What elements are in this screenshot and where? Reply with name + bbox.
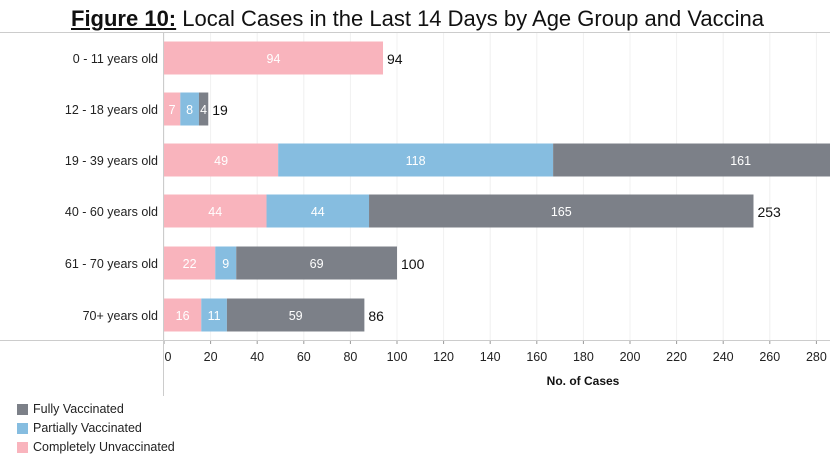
legend-item-partially: Partially Vaccinated [17, 421, 142, 435]
legend-label: Fully Vaccinated [33, 402, 124, 416]
x-axis-label: No. of Cases [547, 374, 620, 388]
bar-segment [164, 92, 181, 126]
x-tick-label: 80 [343, 350, 357, 364]
total-label: 19 [212, 102, 228, 118]
bar-segment [164, 298, 202, 332]
x-tick-label: 280 [806, 350, 827, 364]
x-tick-label: 0 [165, 350, 172, 364]
data-label: 44 [208, 205, 222, 219]
data-label: 161 [730, 154, 751, 168]
total-label: 86 [368, 308, 384, 324]
x-tick-label: 260 [759, 350, 780, 364]
bar-segment [369, 194, 754, 228]
x-tick-label: 180 [573, 350, 594, 364]
y-tick-label: 40 - 60 years old [65, 205, 158, 219]
data-label: 69 [310, 257, 324, 271]
legend-swatch [17, 403, 28, 415]
x-tick-label: 60 [297, 350, 311, 364]
data-label: 16 [176, 309, 190, 323]
data-label: 59 [289, 309, 303, 323]
x-tick-label: 200 [620, 350, 641, 364]
data-label: 7 [169, 103, 176, 117]
figure-number: Figure 10: [71, 6, 177, 31]
bar-segment [164, 194, 267, 228]
x-tick-label: 160 [526, 350, 547, 364]
bar-segment [236, 246, 397, 280]
bar-segment [226, 298, 365, 332]
y-tick-label: 19 - 39 years old [65, 154, 158, 168]
chart-title: Figure 10: Local Cases in the Last 14 Da… [71, 6, 764, 32]
x-tick-label: 120 [433, 350, 454, 364]
x-tick-label: 40 [250, 350, 264, 364]
data-label: 118 [406, 154, 426, 168]
bar-segment [215, 246, 237, 280]
legend-swatch [17, 441, 28, 453]
y-tick-label: 12 - 18 years old [65, 103, 158, 117]
data-label: 94 [267, 52, 281, 66]
data-label: 44 [311, 205, 325, 219]
legend-item-fully: Fully Vaccinated [17, 402, 124, 416]
x-tick-label: 220 [666, 350, 687, 364]
bar-segment [164, 41, 384, 75]
bar-segment [278, 143, 554, 177]
x-tick-label: 240 [713, 350, 734, 364]
legend-item-unvaccinated: Completely Unvaccinated [17, 440, 175, 454]
x-tick-label: 20 [204, 350, 218, 364]
y-tick-label: 70+ years old [83, 309, 158, 323]
y-tick-label: 0 - 11 years old [73, 52, 158, 66]
total-label: 253 [757, 204, 781, 220]
y-tick-label: 61 - 70 years old [65, 257, 158, 271]
bar-segment [164, 246, 216, 280]
total-label: 94 [387, 51, 403, 67]
total-label: 100 [401, 256, 425, 272]
x-tick-label: 100 [387, 350, 408, 364]
legend-label: Completely Unvaccinated [33, 440, 175, 454]
bar-segment [164, 143, 279, 177]
bar-segment [198, 92, 209, 126]
x-tick-label: 140 [480, 350, 501, 364]
legend-label: Partially Vaccinated [33, 421, 142, 435]
bar-segment [180, 92, 199, 126]
data-label: 165 [551, 205, 572, 219]
data-label: 8 [186, 103, 193, 117]
data-label: 22 [183, 257, 197, 271]
data-label: 11 [208, 309, 221, 323]
bar-segment [201, 298, 227, 332]
bar-segment [553, 143, 830, 177]
title-text: Local Cases in the Last 14 Days by Age G… [182, 6, 764, 31]
data-label: 9 [222, 257, 229, 271]
data-label: 49 [214, 154, 228, 168]
data-label: 4 [200, 103, 207, 117]
legend-swatch [17, 422, 28, 434]
bar-segment [266, 194, 370, 228]
